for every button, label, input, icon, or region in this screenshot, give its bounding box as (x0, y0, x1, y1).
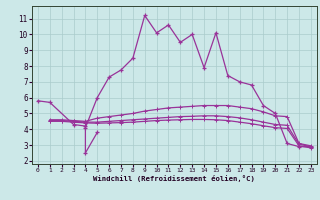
X-axis label: Windchill (Refroidissement éolien,°C): Windchill (Refroidissement éolien,°C) (93, 175, 255, 182)
